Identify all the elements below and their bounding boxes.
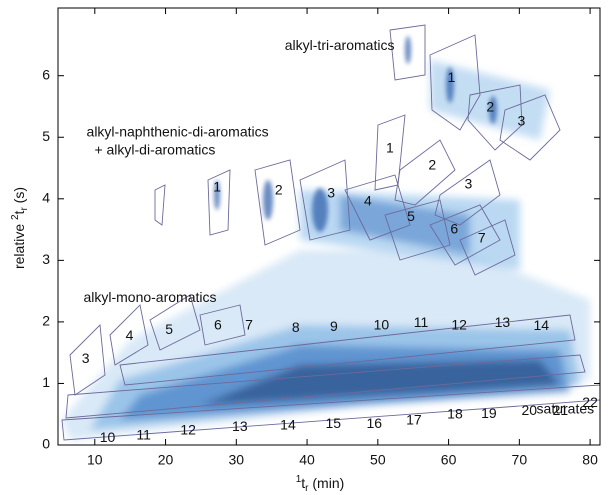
annotation: 1 <box>213 178 221 194</box>
annotation: 8 <box>292 319 300 335</box>
annotation: 3 <box>82 350 90 366</box>
annotation: 5 <box>165 321 173 337</box>
x-tick-label: 80 <box>582 452 598 468</box>
annotation: 15 <box>325 415 341 431</box>
annotation: 1 <box>386 140 394 156</box>
x-label-unit: (min) <box>309 475 345 491</box>
x-tick-label: 10 <box>87 452 103 468</box>
annotation: 11 <box>414 314 429 330</box>
region <box>344 174 411 241</box>
annotation: 20 <box>521 402 537 418</box>
x-tick-label: 70 <box>512 452 528 468</box>
region <box>154 184 166 226</box>
x-label-sup: 1 <box>296 474 302 485</box>
y-tick-label: 6 <box>42 66 50 82</box>
region <box>119 314 576 386</box>
y-label-main: t <box>11 210 27 214</box>
annotation: 12 <box>451 316 467 332</box>
region <box>384 199 451 261</box>
annotation: 2 <box>486 98 494 114</box>
region <box>69 324 106 396</box>
x-tick-label: 20 <box>158 452 174 468</box>
annotation: 3 <box>518 113 526 129</box>
annotation: saturates <box>537 401 595 417</box>
annotation: 7 <box>245 316 253 332</box>
region <box>389 24 426 81</box>
annotation: alkyl-mono-aromatics <box>83 289 216 305</box>
y-label-sub: r <box>19 207 30 211</box>
region <box>65 354 586 419</box>
region <box>429 34 481 131</box>
region <box>254 159 301 246</box>
y-tick-label: 1 <box>42 374 50 390</box>
plot-frame <box>57 7 601 446</box>
y-tick-label: 0 <box>42 436 50 452</box>
region <box>459 219 516 276</box>
annotation: 22 <box>582 394 598 410</box>
annotation: 7 <box>478 230 486 246</box>
x-axis-label: 1tr (min) <box>296 474 345 494</box>
region <box>434 159 501 226</box>
region <box>207 169 231 236</box>
region <box>499 94 561 161</box>
annotation: 1 <box>448 69 456 85</box>
annotation: 3 <box>327 185 335 201</box>
annotation: 14 <box>533 317 549 333</box>
annotation: 2 <box>428 156 436 172</box>
annotation: 11 <box>136 426 151 442</box>
region <box>109 304 149 366</box>
annotation: 2 <box>275 182 283 198</box>
annotation: 18 <box>447 406 463 422</box>
annotation: 10 <box>374 316 390 332</box>
density-peaks <box>214 36 497 232</box>
annotation: alkyl-tri-aromatics <box>285 37 395 53</box>
annotation: 19 <box>481 405 497 421</box>
region <box>299 159 351 241</box>
y-label-sup: 2 <box>10 214 21 220</box>
y-axis-label: relative 2tr (s) <box>10 187 30 269</box>
y-label-unit: (s) <box>11 187 27 207</box>
annotation: 17 <box>406 412 422 428</box>
annotation: alkyl-naphthenic-di-aromatics <box>87 124 269 140</box>
region <box>467 84 523 151</box>
annotation: 3 <box>464 175 472 191</box>
annotation: 10 <box>100 429 116 445</box>
region <box>429 204 501 266</box>
y-label-prefix: relative <box>11 220 27 269</box>
region <box>394 139 456 206</box>
annotation: 21 <box>553 402 569 418</box>
annotation: 13 <box>232 418 248 434</box>
annotation: 9 <box>330 318 338 334</box>
annotation: 12 <box>180 422 196 438</box>
x-tick-label: 60 <box>441 452 457 468</box>
y-tick-label: 5 <box>42 128 50 144</box>
y-tick-label: 4 <box>42 190 50 206</box>
x-label-sub: r <box>305 483 309 494</box>
x-tick-label: 40 <box>299 452 315 468</box>
annotation: 4 <box>364 193 372 209</box>
region <box>149 294 201 351</box>
annotation: 14 <box>280 417 296 433</box>
y-tick-label: 3 <box>42 251 50 267</box>
region <box>199 304 246 346</box>
annotation: 6 <box>214 316 222 332</box>
annotation: + alkyl-di-aromatics <box>94 141 215 157</box>
annotation: 13 <box>495 314 511 330</box>
y-tick-label: 2 <box>42 313 50 329</box>
x-tick-label: 30 <box>229 452 245 468</box>
annotation: 5 <box>407 208 415 224</box>
x-tick-label: 50 <box>370 452 386 468</box>
annotation: 4 <box>126 327 134 343</box>
x-label-main: t <box>301 475 305 491</box>
annotation: 6 <box>450 220 458 236</box>
annotation: 16 <box>366 415 382 431</box>
